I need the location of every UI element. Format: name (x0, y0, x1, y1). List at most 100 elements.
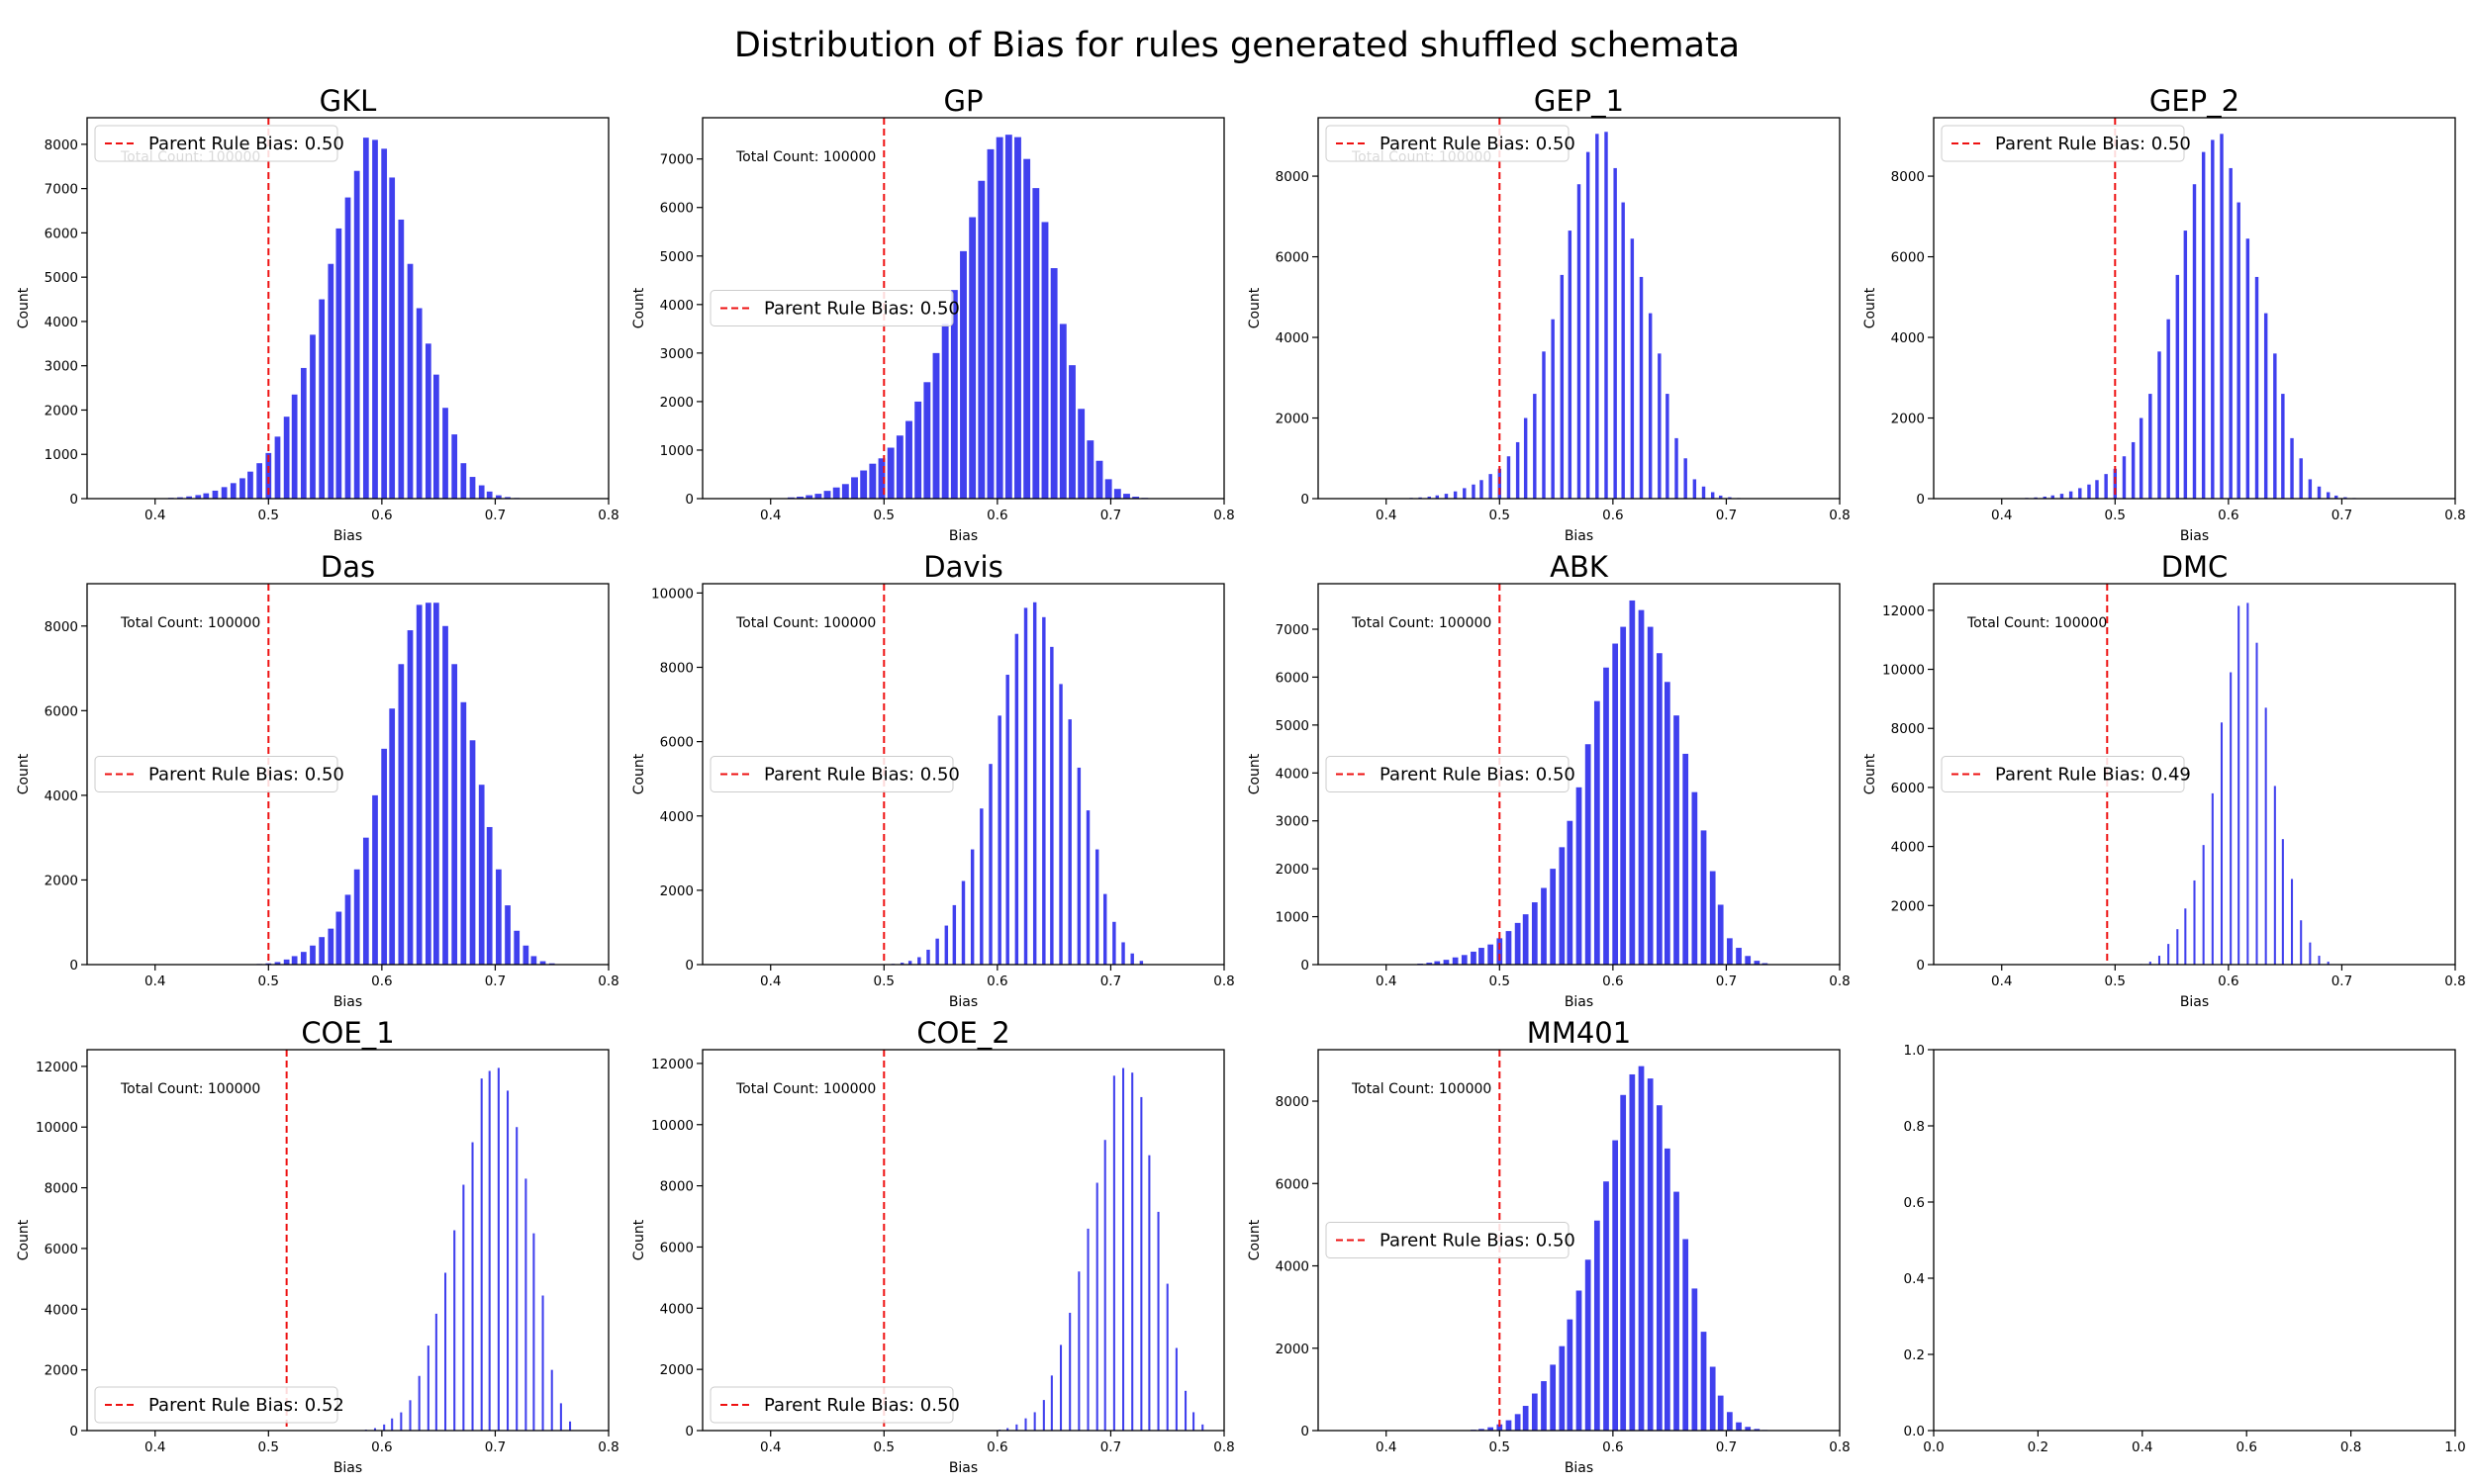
x-axis-label: Bias (949, 1460, 978, 1476)
histogram-bar (469, 740, 476, 965)
histogram-bar (2220, 722, 2224, 965)
axes-frame (86, 583, 610, 966)
x-tick-label: 0.4 (1376, 508, 1396, 523)
axes-frame (1933, 583, 2456, 966)
y-tick-label: 3000 (1276, 814, 1309, 830)
histogram-bar (950, 290, 958, 499)
total-count-annotation: Total Count: 100000 (1351, 615, 1491, 631)
histogram-bar (2139, 417, 2143, 499)
histogram-bar (923, 382, 931, 499)
panel-davis: Davis 0.4 0.5 0.6 0.7 0.8 0 2000 4000 6000 8000 100… (631, 550, 1235, 1010)
histogram-bar (2254, 276, 2259, 499)
legend: Parent Rule Bias: 0.49 (1941, 756, 2191, 792)
histogram-bar (488, 1070, 491, 1431)
y-tick-label: 12000 (36, 1060, 78, 1075)
total-count-annotation: Total Count: 100000 (120, 1081, 260, 1097)
histogram-bar (471, 1142, 474, 1431)
histogram-bar (2245, 238, 2250, 499)
histogram-bar (453, 1230, 456, 1431)
histogram-bar (806, 495, 813, 499)
y-tick-label: 5000 (1276, 718, 1309, 734)
histogram-bar (2122, 456, 2127, 499)
histogram-bar (383, 1424, 386, 1431)
legend: Parent Rule Bias: 0.50 (1325, 1222, 1575, 1258)
histogram-bar (2290, 879, 2294, 965)
histogram-bar (514, 930, 521, 965)
legend-box (710, 290, 954, 326)
histogram-bar (2343, 497, 2347, 499)
legend-box (710, 1386, 954, 1424)
histogram-bar (1595, 134, 1599, 500)
histogram-bar (1023, 607, 1028, 965)
x-tick-label: 0.8 (1829, 1439, 1850, 1455)
legend: Parent Rule Bias: 0.50 (1325, 125, 1575, 162)
y-tick-label: 4000 (1276, 766, 1309, 782)
histogram-bar (1478, 1429, 1484, 1431)
histogram-bar (989, 764, 993, 965)
y-tick-label: 8000 (1276, 1094, 1309, 1110)
y-axis-label: Count (631, 1219, 647, 1260)
histogram-bar (905, 420, 912, 499)
histogram-bar (1033, 1412, 1036, 1431)
histogram-bar (203, 493, 210, 499)
histogram-bar (832, 487, 840, 499)
y-tick-label: 1000 (660, 443, 694, 459)
histogram-bar (319, 937, 326, 965)
histogram-bar (944, 925, 949, 965)
histogram-bar (1541, 887, 1547, 965)
panel-title: DMC (2161, 550, 2229, 584)
y-tick-label: 0 (69, 492, 78, 508)
panel-title: GP (944, 84, 984, 118)
histogram-bar (1612, 643, 1619, 965)
histogram-bar (2264, 707, 2267, 965)
x-tick-label: 0.8 (2444, 974, 2465, 989)
y-tick-label: 2000 (1891, 898, 1925, 914)
y-tick-label: 0 (685, 1424, 694, 1439)
y-tick-label: 2000 (660, 883, 694, 899)
histogram-bar (978, 180, 986, 499)
panel-gep-1: GEP_1 0.4 0.5 0.6 0.7 0.8 0 2000 4000 6000 8000 Bia… (1247, 84, 1851, 544)
histogram-bar (914, 401, 922, 499)
legend-box (94, 1386, 338, 1424)
histogram-bar (2192, 184, 2197, 499)
histogram-bar (541, 1295, 544, 1431)
x-axis-label: Bias (949, 994, 978, 1010)
histogram-bar (1069, 1312, 1072, 1431)
y-tick-label: 7000 (660, 152, 694, 168)
histogram-bar (362, 837, 369, 965)
histogram-bar (926, 949, 930, 965)
histogram-bar (1593, 1220, 1600, 1431)
histogram-bar (1593, 700, 1600, 965)
histogram-bar (1087, 440, 1094, 499)
panel-title: Davis (923, 550, 1002, 584)
x-tick-label: 0.8 (1213, 1439, 1234, 1455)
histogram-bar (409, 1400, 412, 1431)
histogram-bar (917, 957, 921, 965)
total-count-annotation: Total Count: 100000 (735, 1081, 876, 1097)
histogram-bar (2317, 486, 2322, 499)
x-tick-label: 0.7 (485, 508, 506, 523)
histogram-bar (1032, 602, 1037, 965)
histogram-bar (1050, 646, 1054, 965)
histogram-bar (425, 343, 431, 499)
x-tick-label: 0.6 (371, 974, 392, 989)
histogram-bar (1130, 953, 1134, 965)
histogram-bar (1710, 492, 1715, 499)
histogram-bar (1576, 184, 1581, 499)
histogram-bar (1700, 830, 1707, 965)
y-tick-label: 4000 (1276, 330, 1309, 346)
y-tick-label: 8000 (1276, 169, 1309, 185)
histogram-bar (841, 484, 849, 499)
panel-gep-2: GEP_2 0.4 0.5 0.6 0.7 0.8 0 2000 4000 6000 8000 Bia… (1862, 84, 2466, 544)
y-tick-label: 0.6 (1904, 1195, 1925, 1211)
histogram-bar (1639, 276, 1644, 499)
y-tick-label: 6000 (660, 735, 694, 751)
histogram-bar (1132, 497, 1140, 499)
x-tick-label: 0.4 (144, 508, 165, 523)
histogram-bar (1682, 753, 1689, 965)
histogram-bar (1629, 600, 1636, 965)
histogram-bar (300, 952, 307, 965)
histogram-bar (1059, 324, 1067, 499)
histogram-bar (1665, 394, 1669, 499)
y-tick-label: 0 (1300, 492, 1309, 508)
